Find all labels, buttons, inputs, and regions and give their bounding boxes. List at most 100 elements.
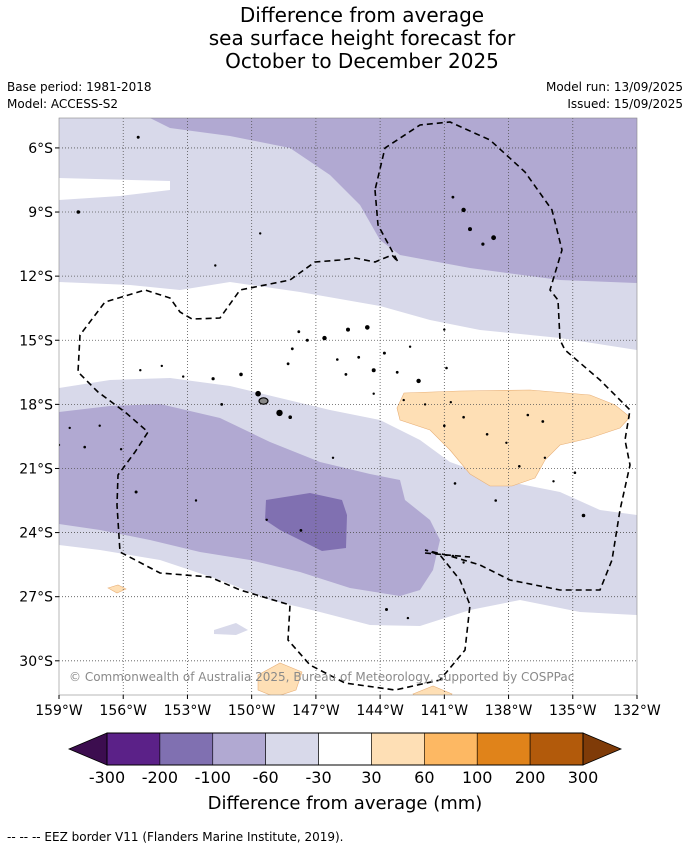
lat-label: 15°S	[19, 333, 53, 349]
island	[194, 499, 198, 502]
island	[462, 561, 465, 564]
island	[346, 327, 350, 332]
colorbar-label: Difference from average (mm)	[208, 793, 483, 814]
island	[365, 325, 370, 330]
island	[119, 448, 123, 451]
island	[160, 364, 163, 368]
island	[443, 424, 446, 428]
lat-label: 18°S	[19, 397, 53, 413]
island	[299, 529, 303, 532]
lon-label: 135°W	[549, 703, 597, 719]
island	[220, 403, 224, 406]
lon-label: 150°W	[228, 703, 276, 719]
colorbar-segment	[212, 732, 266, 766]
map-frame	[58, 117, 638, 696]
anomaly-region-positive-east	[396, 389, 631, 487]
island	[449, 401, 452, 404]
island	[305, 338, 309, 342]
lat-label: 24°S	[19, 526, 53, 542]
lat-label: 12°S	[19, 269, 53, 285]
colorbar-tick-label: 30	[361, 768, 381, 787]
colorbar-segment	[424, 732, 478, 766]
anomaly-patch-positive-1	[107, 584, 127, 594]
map-panel	[59, 118, 637, 695]
island	[423, 403, 427, 406]
island	[276, 409, 283, 417]
lon-label: 156°W	[99, 703, 147, 719]
colorbar-segment	[476, 732, 531, 766]
island	[408, 345, 412, 348]
colorbar-tick-label: 60	[414, 768, 434, 787]
island	[83, 445, 86, 449]
lon-label: 141°W	[421, 703, 469, 719]
island	[322, 335, 327, 341]
island	[445, 366, 448, 370]
lon-label: 132°W	[613, 703, 661, 719]
island	[573, 471, 577, 475]
colorbar-segment	[106, 732, 161, 766]
colorbar-tick-label: -60	[253, 768, 279, 787]
eez-border-segment	[424, 552, 471, 558]
island	[481, 242, 485, 246]
island	[526, 413, 530, 417]
lon-label: 144°W	[356, 703, 404, 719]
anomaly-region-north-medium	[150, 118, 637, 283]
model-name: Model: ACCESS-S2	[7, 97, 119, 111]
colorbar-tick-label: -200	[142, 768, 178, 787]
island	[581, 513, 586, 518]
anomaly-notch-white	[59, 178, 170, 200]
island	[214, 264, 217, 267]
island	[505, 441, 508, 444]
island	[98, 424, 101, 427]
island	[134, 490, 138, 494]
island	[395, 370, 399, 374]
colorbar-tick-label: -100	[195, 768, 231, 787]
base-period: Base period: 1981-2018	[7, 80, 152, 94]
issued-date: Issued: 15/09/2025	[567, 97, 683, 111]
colorbar-extend-high	[582, 732, 623, 766]
island	[382, 351, 386, 355]
title-line-1: Difference from average	[239, 3, 485, 27]
island	[136, 135, 140, 139]
island	[491, 235, 496, 241]
colorbar-segment	[529, 732, 584, 766]
lat-label: 27°S	[19, 590, 53, 606]
lon-label: 147°W	[292, 703, 340, 719]
title-line-2: sea surface height forecast for	[208, 26, 516, 50]
island	[552, 480, 555, 483]
anomaly-patch-positive-3	[412, 685, 453, 695]
island	[331, 456, 335, 459]
island	[288, 415, 293, 420]
meta-left: Base period: 1981-2018 Model: ACCESS-S2	[7, 79, 152, 113]
island	[416, 378, 421, 384]
island	[344, 373, 348, 376]
colorbar-tick-label: 100	[462, 768, 493, 787]
colorbar-frame	[106, 732, 584, 766]
copyright-notice: © Commonwealth of Australia 2025, Bureau…	[69, 670, 574, 684]
island	[385, 608, 388, 611]
island	[453, 482, 457, 485]
lat-label: 21°S	[19, 461, 53, 477]
graticule	[59, 118, 637, 695]
anomaly-patch-positive-2	[257, 662, 303, 695]
island	[239, 372, 243, 377]
colorbar-segment	[159, 732, 214, 766]
lat-label: 30°S	[19, 654, 53, 670]
island	[451, 195, 455, 199]
island	[406, 616, 410, 620]
colorbar-segment	[318, 732, 372, 766]
map-title: Difference from average sea surface heig…	[0, 4, 690, 73]
island	[371, 368, 376, 373]
meta-right: Model run: 13/09/2025 Issued: 15/09/2025	[546, 79, 683, 113]
colorbar-tick-label: 200	[515, 768, 546, 787]
model-run: Model run: 13/09/2025	[545, 80, 683, 94]
colorbar-extend-low	[67, 732, 108, 766]
anomaly-region-south-dark	[265, 493, 347, 551]
colorbar-tick-label: -30	[305, 768, 331, 787]
island	[372, 392, 375, 395]
anomaly-patch-negative-small	[214, 623, 248, 635]
island	[76, 210, 81, 214]
island	[462, 415, 465, 419]
island	[265, 518, 268, 521]
